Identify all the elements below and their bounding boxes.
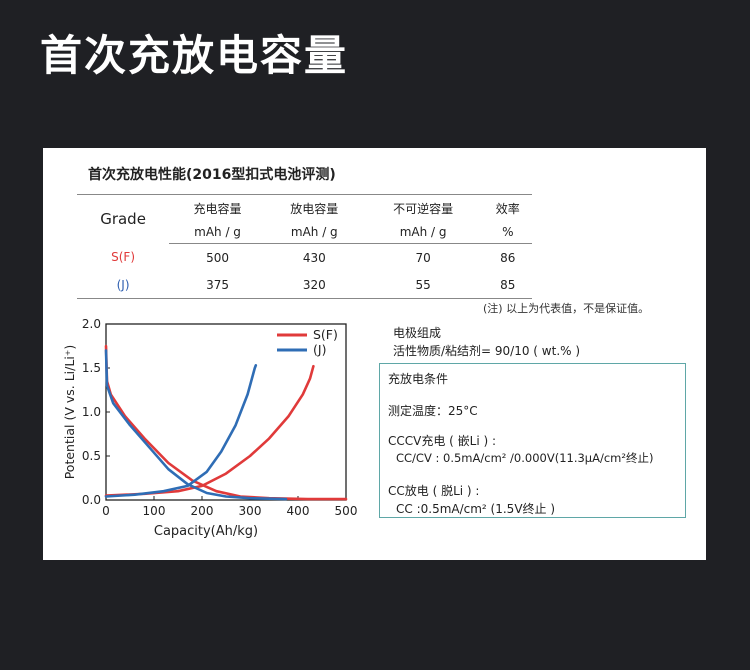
conditions-title: 充放电条件 xyxy=(388,372,449,386)
table-cell: 430 xyxy=(302,250,326,265)
table-cell: 500 xyxy=(206,250,229,265)
series-line xyxy=(104,364,258,498)
col-unit: % xyxy=(483,221,532,244)
x-tick-label: 300 xyxy=(239,504,262,518)
potential-capacity-chart: 0 100 200 300 400 500 0.0 0.5 1.0 1.5 2.0 Capacity(… xyxy=(62,317,357,539)
series-line xyxy=(104,364,315,497)
table-cell: 85 xyxy=(483,271,532,299)
x-tick-label: 200 xyxy=(191,504,214,518)
y-tick-label: 1.5 xyxy=(82,361,101,375)
cc-detail: CC :0.5mA/cm² (1.5V终止 ) xyxy=(396,502,556,516)
y-axis-label: Potential (V vs. Li/Li⁺) xyxy=(62,345,77,480)
chart-legend: S(F)(J) xyxy=(277,327,338,357)
y-tick-label: 1.0 xyxy=(82,405,101,419)
table-row: S(F) 500 430 70 86 xyxy=(77,244,532,272)
table-cell: 55 xyxy=(362,271,484,299)
chart-series xyxy=(104,344,348,501)
y-tick-label: 2.0 xyxy=(82,317,101,331)
col-header: 充电容量 xyxy=(169,194,266,221)
col-unit: mAh / g xyxy=(169,221,266,244)
grade-header: Grade xyxy=(77,194,170,244)
electrode-title: 电极组成 xyxy=(393,326,442,340)
conditions-temp: 测定温度：25°C xyxy=(388,404,478,418)
electrode-ratio: 活性物质/粘结剂= 90/10 ( wt.% ) xyxy=(393,344,581,358)
cc-title: CC放电 ( 脱Li ) : xyxy=(388,484,480,498)
cccv-title: CCCV充电 ( 嵌Li ) : xyxy=(388,434,497,448)
table-cell: 86 xyxy=(500,250,516,265)
table-row: (J) 375 320 55 85 xyxy=(77,271,532,299)
y-tick-label: 0.0 xyxy=(82,493,101,507)
col-unit: mAh / g xyxy=(265,221,363,244)
col-header: 放电容量 xyxy=(265,194,363,221)
x-axis-label: Capacity(Ah/kg) xyxy=(154,524,258,539)
x-tick-label: 400 xyxy=(287,504,310,518)
col-header: 效率 xyxy=(483,194,532,221)
table-cell: 70 xyxy=(415,250,431,265)
table-cell: 375 xyxy=(169,271,266,299)
performance-table: Grade 充电容量 放电容量 不可逆容量 效率 mAh / g mAh / g… xyxy=(77,194,532,299)
x-tick-label: 0 xyxy=(102,504,110,518)
y-tick-label: 0.5 xyxy=(82,449,101,463)
content-card: 首次充放电性能(2016型扣式电池评测) Grade 充电容量 放电容量 不可逆… xyxy=(43,148,706,560)
page-heading: 首次充放电容量 xyxy=(40,31,349,80)
card-title: 首次充放电性能(2016型扣式电池评测) xyxy=(88,167,336,183)
x-tick-label: 500 xyxy=(335,504,358,518)
grade-cell: S(F) xyxy=(111,250,136,265)
chart-axes: 0 100 200 300 400 500 0.0 0.5 1.0 1.5 2.0 Capacity(… xyxy=(62,317,357,539)
table-note: (注) 以上为代表值，不是保证值。 xyxy=(483,302,650,315)
series-line xyxy=(104,344,348,501)
cccv-detail: CC/CV : 0.5mA/cm² /0.000V(11.3μA/cm²终止) xyxy=(396,451,654,465)
x-tick-label: 100 xyxy=(143,504,166,518)
table-cell: 320 xyxy=(265,271,363,299)
legend-label: (J) xyxy=(313,342,326,357)
series-line xyxy=(104,349,288,501)
col-unit: mAh / g xyxy=(362,221,484,244)
conditions-box: 充放电条件 测定温度：25°C CCCV充电 ( 嵌Li ) : CC/CV :… xyxy=(379,363,686,518)
legend-label: S(F) xyxy=(313,327,338,342)
grade-cell: (J) xyxy=(77,271,170,299)
col-header: 不可逆容量 xyxy=(362,194,484,221)
